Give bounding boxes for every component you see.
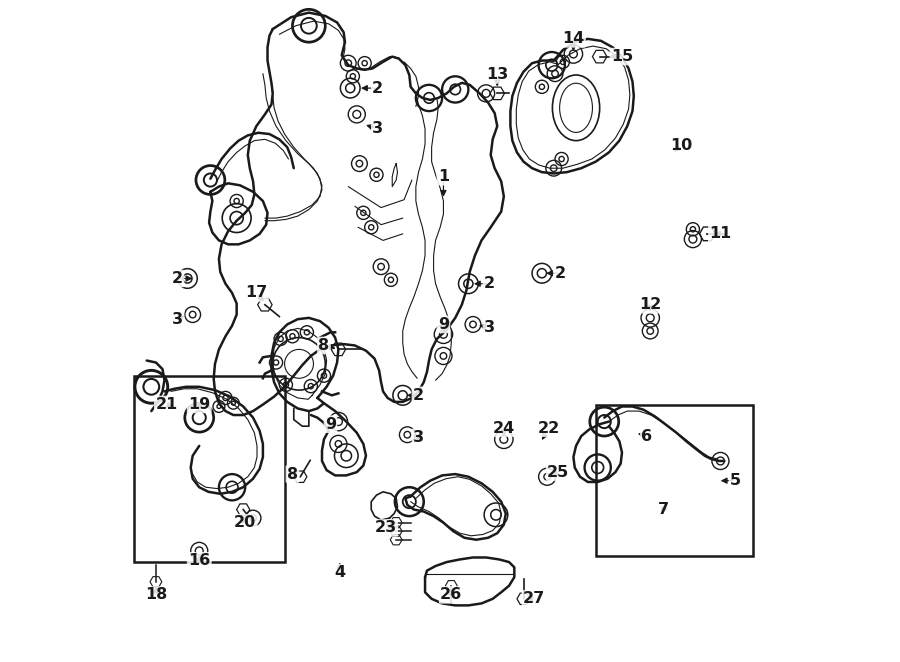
Text: 25: 25 — [547, 465, 570, 480]
Text: 8: 8 — [319, 338, 329, 353]
Bar — [596, 404, 753, 555]
Text: 2: 2 — [172, 271, 183, 286]
Text: 15: 15 — [611, 49, 633, 64]
Text: 3: 3 — [172, 312, 183, 326]
Text: 8: 8 — [287, 467, 298, 481]
Text: 7: 7 — [658, 502, 669, 517]
Text: 16: 16 — [188, 553, 211, 568]
Text: 12: 12 — [639, 297, 662, 312]
Text: 17: 17 — [245, 285, 267, 301]
Text: 10: 10 — [670, 138, 692, 154]
Text: 1: 1 — [438, 169, 449, 184]
Text: 22: 22 — [537, 420, 560, 436]
Text: 3: 3 — [413, 430, 424, 445]
Bar — [133, 375, 284, 562]
Text: 21: 21 — [156, 397, 177, 412]
Text: 24: 24 — [492, 420, 515, 436]
Text: 3: 3 — [484, 320, 495, 335]
Text: 5: 5 — [730, 473, 741, 488]
Text: 23: 23 — [374, 520, 397, 536]
Text: 19: 19 — [188, 397, 211, 412]
Text: 11: 11 — [709, 226, 732, 242]
Text: 4: 4 — [334, 565, 346, 580]
Text: 14: 14 — [562, 31, 584, 46]
Text: 2: 2 — [373, 81, 383, 95]
Text: 2: 2 — [484, 276, 495, 291]
Text: 13: 13 — [486, 68, 508, 83]
Text: 2: 2 — [413, 388, 424, 403]
Text: 3: 3 — [373, 121, 383, 136]
Text: 9: 9 — [325, 416, 336, 432]
Text: 2: 2 — [554, 265, 566, 281]
Text: 9: 9 — [438, 317, 449, 332]
Text: 6: 6 — [642, 428, 652, 444]
Text: 27: 27 — [523, 591, 545, 606]
Text: 20: 20 — [234, 515, 256, 530]
Text: 18: 18 — [145, 587, 167, 602]
Text: 26: 26 — [440, 587, 463, 602]
